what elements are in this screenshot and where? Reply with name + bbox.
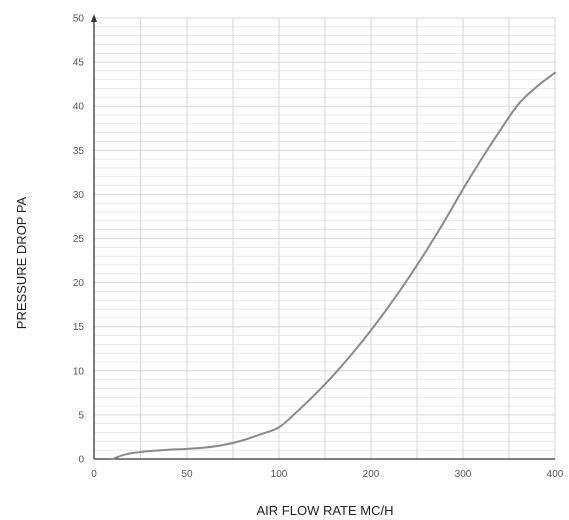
x-tick-label: 400 (547, 469, 564, 480)
y-tick-label: 20 (73, 278, 85, 289)
y-tick-label: 30 (73, 190, 85, 201)
y-tick-label: 0 (78, 455, 84, 466)
plot-area (111, 71, 556, 460)
x-tick-label: 300 (455, 469, 472, 480)
axes (91, 14, 555, 460)
tick-labels: 0 5 10 15 20 25 30 35 40 45 50 0 50 100 200 300 400 (73, 14, 564, 481)
x-tick-label: 200 (363, 469, 380, 480)
grid (94, 17, 556, 459)
y-axis-title: PRESSURE DROP PA (14, 196, 29, 329)
y-tick-label: 5 (78, 410, 84, 421)
y-axis-arrow (91, 14, 97, 22)
y-tick-label: 15 (73, 322, 85, 333)
x-tick-label: 50 (181, 469, 193, 480)
series-line (111, 71, 556, 460)
x-tick-label: 100 (271, 469, 288, 480)
y-tick-label: 50 (73, 14, 85, 25)
y-tick-label: 35 (73, 146, 85, 157)
x-axis-title: AIR FLOW RATE MC/H (257, 503, 394, 518)
y-tick-label: 40 (73, 102, 85, 113)
y-tick-label: 45 (73, 58, 85, 69)
y-tick-label: 10 (73, 366, 85, 377)
x-tick-label: 0 (91, 469, 97, 480)
y-tick-label: 25 (73, 234, 85, 245)
